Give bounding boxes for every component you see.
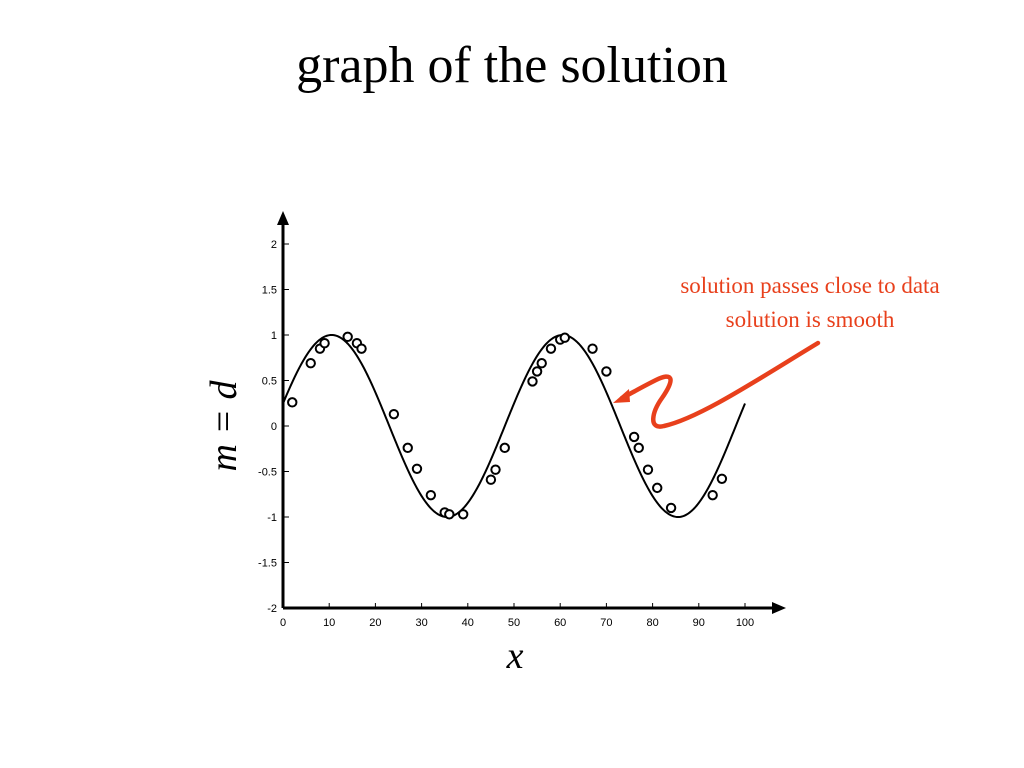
data-point — [587, 343, 598, 354]
y-axis-arrow — [277, 211, 289, 225]
x-tick-label: 40 — [462, 617, 474, 629]
y-tick-label: -2 — [267, 603, 277, 615]
x-tick-label: 70 — [600, 617, 612, 629]
data-point — [425, 489, 437, 501]
y-tick-label: 0.5 — [262, 376, 277, 388]
data-point — [716, 473, 728, 484]
annotation-arrow-head — [613, 389, 630, 403]
data-point — [287, 397, 298, 408]
y-tick-label: 1.5 — [262, 285, 277, 297]
x-tick-label: 90 — [693, 617, 705, 629]
data-point — [652, 482, 663, 494]
data-point — [642, 464, 654, 475]
data-point — [411, 463, 423, 474]
data-point — [485, 474, 497, 485]
data-point — [633, 442, 644, 454]
solution-curve — [282, 333, 746, 519]
data-point — [707, 489, 718, 501]
data-point — [490, 464, 501, 475]
data-point — [342, 331, 353, 343]
axes — [277, 211, 786, 614]
x-tick-label: 50 — [508, 617, 520, 629]
data-point — [527, 376, 538, 387]
y-tick-label: 2 — [271, 239, 277, 251]
data-point — [531, 366, 543, 377]
x-tick-label: 60 — [554, 617, 566, 629]
data-point — [356, 343, 367, 354]
x-axis-label: x — [506, 635, 524, 677]
x-tick-label: 0 — [280, 617, 286, 629]
y-tick-label: 0 — [271, 421, 277, 433]
data-point — [628, 431, 640, 443]
x-tick-label: 100 — [736, 617, 754, 629]
tick-labels: 0 10 20 30 40 50 60 70 80 90 100 -2 -1.5 -1 -0.5 0 0.5 1 1… — [258, 239, 754, 629]
data-point — [601, 366, 612, 377]
data-point — [559, 332, 571, 343]
y-tick-label: 1 — [271, 330, 277, 342]
annotation-arrow — [613, 340, 821, 429]
x-axis-arrow — [772, 602, 786, 614]
data-point — [665, 502, 677, 514]
x-tick-label: 10 — [323, 617, 335, 629]
data-points-layer — [287, 331, 728, 520]
y-tick-label: -1.5 — [258, 558, 277, 570]
data-point — [388, 408, 400, 420]
data-point — [444, 509, 455, 520]
solution-curve-layer — [282, 333, 746, 519]
data-point — [457, 509, 469, 520]
data-point — [402, 442, 413, 454]
x-tick-label: 80 — [646, 617, 658, 629]
x-tick-label: 30 — [415, 617, 427, 629]
annotation-line-1: solution passes close to data — [680, 273, 939, 298]
data-point — [305, 358, 316, 369]
annotation-arrow-shaft — [619, 340, 821, 429]
data-point — [499, 442, 510, 454]
y-tick-label: -1 — [267, 512, 277, 524]
slide-title: graph of the solution — [296, 37, 728, 94]
y-axis-label: m = d — [203, 379, 245, 471]
annotation-line-2: solution is smooth — [726, 307, 895, 332]
y-tick-label: -0.5 — [258, 467, 277, 479]
data-point — [536, 358, 547, 369]
x-tick-label: 20 — [369, 617, 381, 629]
data-point — [545, 343, 557, 354]
data-point — [319, 337, 330, 349]
